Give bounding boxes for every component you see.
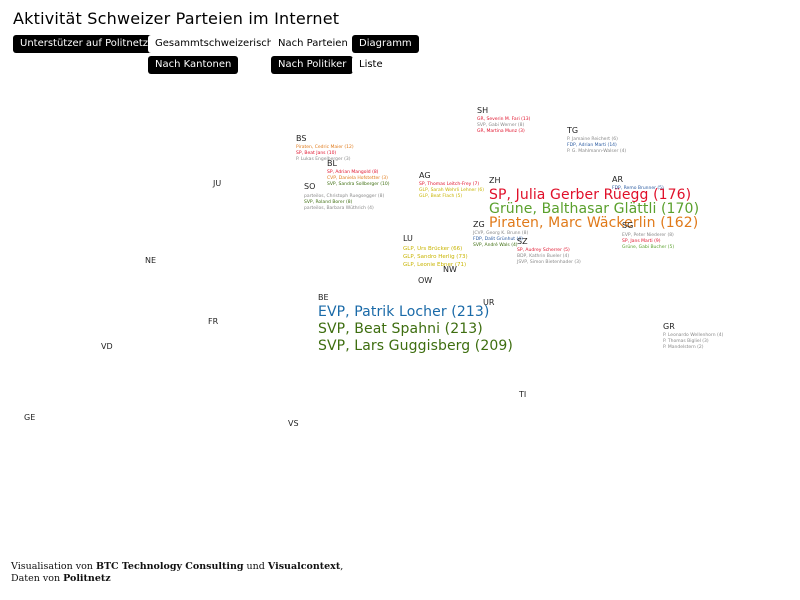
entry-be-1[interactable]: EVP, Patrik Locher (213) xyxy=(318,304,490,320)
canton-label-sh[interactable]: SH xyxy=(477,106,489,115)
entry-so-2[interactable]: SVP, Roland Borer (8) xyxy=(304,200,353,205)
footer-credits: Visualisation von BTC Technology Consult… xyxy=(11,561,343,585)
entry-lu-2[interactable]: GLP, Sandro Herlig (73) xyxy=(403,254,468,260)
unterstuetzer-button[interactable]: Unterstützer auf Politnetz xyxy=(13,35,156,53)
nach-kantonen-button[interactable]: Nach Kantonen xyxy=(148,56,239,74)
entry-sz-1[interactable]: SP, Audrey Scherrer (5) xyxy=(517,248,570,253)
entry-tg-2[interactable]: FDP, Adrian Marti (14) xyxy=(567,143,617,148)
footer-text-suffix: , xyxy=(340,561,344,572)
footer-data-prefix: Daten von xyxy=(11,573,64,584)
credit-btc-link[interactable]: BTC Technology Consulting xyxy=(95,561,244,572)
canton-label-ti[interactable]: TI xyxy=(519,390,527,399)
canton-label-gr[interactable]: GR xyxy=(663,322,675,331)
canton-label-zg[interactable]: ZG xyxy=(473,220,485,229)
canton-label-sg[interactable]: SG xyxy=(622,221,634,230)
canton-label-bl[interactable]: BL xyxy=(327,159,337,168)
footer-text-mid: und xyxy=(243,561,268,572)
entry-so-1[interactable]: parteilos, Christoph Ruegsegger (8) xyxy=(304,194,385,199)
entry-tg-3[interactable]: P. G. Mahlmann-Walser (4) xyxy=(567,149,627,154)
entry-sh-1[interactable]: GR, Severin M. Fari (13) xyxy=(477,117,531,122)
canton-label-lu[interactable]: LU xyxy=(403,234,413,243)
entry-zh-2[interactable]: Grüne, Balthasar Glättli (170) xyxy=(489,201,700,217)
entry-bs-2[interactable]: SP, Beat Jans (10) xyxy=(296,151,337,156)
entry-zg-1[interactable]: JCVP, Georg K. Brunn (8) xyxy=(473,231,529,236)
credit-visualcontext-link[interactable]: Visualcontext xyxy=(267,561,341,572)
entry-zg-2[interactable]: FDP, Dalit Grünhut (4) xyxy=(473,237,523,242)
canton-label-vs[interactable]: VS xyxy=(288,419,299,428)
entry-bl-3[interactable]: SVP, Sandra Sollberger (10) xyxy=(327,182,390,187)
entry-sz-3[interactable]: JSVP, Simon Bietenhader (3) xyxy=(517,260,581,265)
canton-label-fr[interactable]: FR xyxy=(208,317,219,326)
canton-label-tg[interactable]: TG xyxy=(567,126,579,135)
entry-zg-3[interactable]: SVP, André Wals (4) xyxy=(473,243,518,248)
credit-politnetz-link[interactable]: Politnetz xyxy=(63,573,111,584)
footer-line-1: Visualisation von BTC Technology Consult… xyxy=(11,561,343,573)
entry-gr-1[interactable]: P. Leonardo Wellenhorn (4) xyxy=(663,333,724,338)
entry-so-3[interactable]: parteilos, Barbara Wüthrich (4) xyxy=(304,206,374,211)
gesamtschweizerisch-button[interactable]: Gesammtschweizerisch xyxy=(148,35,281,53)
canton-label-so[interactable]: SO xyxy=(304,182,316,191)
canton-label-ag[interactable]: AG xyxy=(419,171,431,180)
entry-sg-1[interactable]: EVP, Peter Niederer (8) xyxy=(622,233,674,238)
entry-ag-2[interactable]: GLP, Sarah Wehrli Lehner (6) xyxy=(419,188,484,193)
entry-ar-1[interactable]: FDP, Remo Brunner (5) xyxy=(612,186,664,191)
entry-zh-3[interactable]: Piraten, Marc Wäckerlin (162) xyxy=(489,215,699,231)
canton-label-bs[interactable]: BS xyxy=(296,134,307,143)
footer-text-prefix: Visualisation von xyxy=(11,561,96,572)
entry-gr-3[interactable]: P. Mandelstern (2) xyxy=(663,345,704,350)
footer-line-2: Daten von Politnetz xyxy=(11,573,343,585)
canton-label-ur[interactable]: UR xyxy=(483,298,495,307)
page-title: Aktivität Schweizer Parteien im Internet xyxy=(13,9,340,28)
nach-politiker-button[interactable]: Nach Politiker xyxy=(271,56,354,74)
liste-button[interactable]: Liste xyxy=(352,56,390,74)
entry-bl-2[interactable]: CVP, Daniela Hofstetter (3) xyxy=(327,176,388,181)
canton-label-ar[interactable]: AR xyxy=(612,175,624,184)
entry-sg-3[interactable]: Grüne, Gabi Bucher (5) xyxy=(622,245,675,250)
entry-tg-1[interactable]: P. Jamaine Reichert (6) xyxy=(567,137,618,142)
entry-sh-2[interactable]: SVP, Gabi Werner (8) xyxy=(477,123,525,128)
entry-sg-2[interactable]: SP, Jans Marti (9) xyxy=(622,239,661,244)
entry-sz-2[interactable]: BDP, Kathrin Bueler (4) xyxy=(517,254,570,259)
entry-be-3[interactable]: SVP, Lars Guggisberg (209) xyxy=(318,338,513,354)
entry-be-2[interactable]: SVP, Beat Spahni (213) xyxy=(318,321,483,337)
canton-label-sz[interactable]: SZ xyxy=(517,237,528,246)
entry-gr-2[interactable]: P. Thomas Bigliel (3) xyxy=(663,339,709,344)
entry-ag-1[interactable]: SP, Thomas Leitch-Frey (7) xyxy=(419,182,480,187)
canton-label-vd[interactable]: VD xyxy=(101,342,113,351)
canton-label-ge[interactable]: GE xyxy=(24,413,36,422)
canton-label-ju[interactable]: JU xyxy=(213,179,222,188)
entry-ag-3[interactable]: GLP, Beat Flach (5) xyxy=(419,194,463,199)
nach-parteien-button[interactable]: Nach Parteien xyxy=(271,35,355,53)
entry-bs-3[interactable]: P. Lukas Engelberger (3) xyxy=(296,157,351,162)
entry-sh-3[interactable]: GR, Martina Munz (3) xyxy=(477,129,525,134)
entry-lu-1[interactable]: GLP, Urs Brücker (66) xyxy=(403,246,463,252)
entry-bs-1[interactable]: Piraten, Cedric Maier (12) xyxy=(296,145,354,150)
canton-label-nw[interactable]: NW xyxy=(443,265,457,274)
entry-lu-3[interactable]: GLP, Leonie Ebner (71) xyxy=(403,262,467,268)
canton-label-be[interactable]: BE xyxy=(318,293,329,302)
canton-label-ow[interactable]: OW xyxy=(418,276,433,285)
canton-label-ne[interactable]: NE xyxy=(145,256,157,265)
diagramm-button[interactable]: Diagramm xyxy=(352,35,419,53)
canton-label-zh[interactable]: ZH xyxy=(489,176,501,185)
entry-bl-1[interactable]: SP, Adrian Mangold (8) xyxy=(327,170,379,175)
entry-zh-1[interactable]: SP, Julia Gerber Rüegg (176) xyxy=(489,187,692,203)
